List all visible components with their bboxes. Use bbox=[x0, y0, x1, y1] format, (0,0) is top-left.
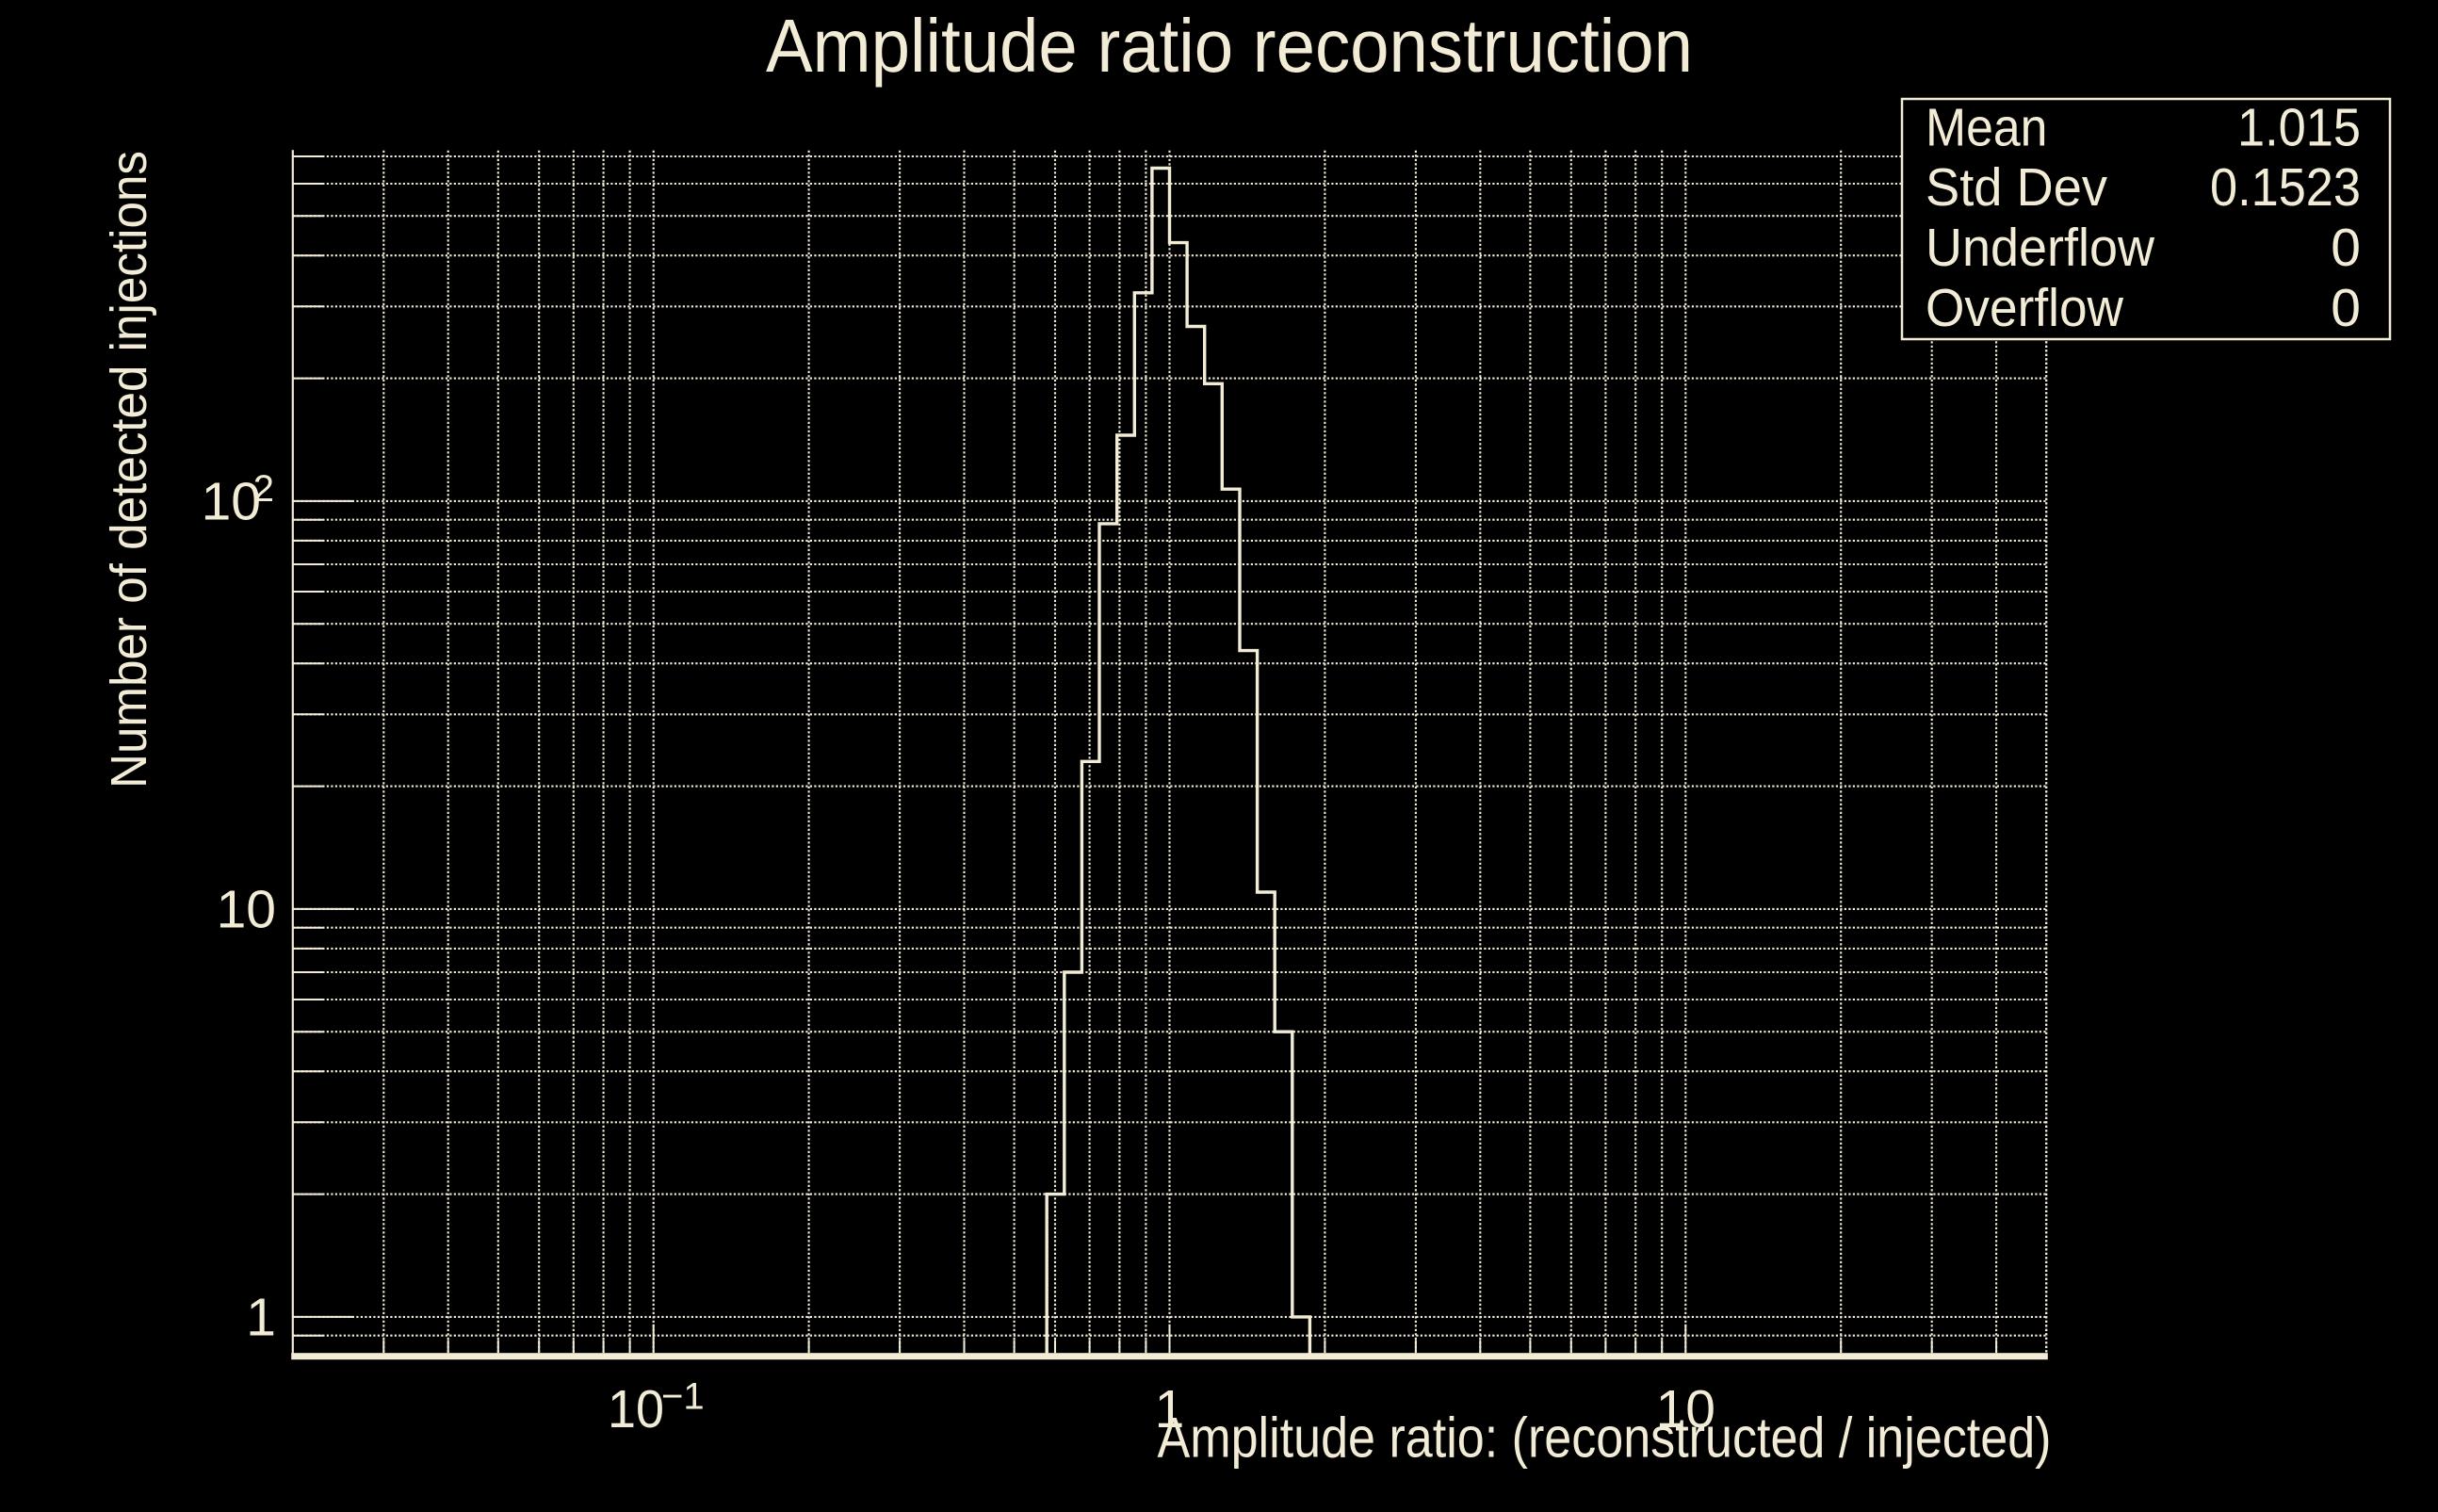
svg-text:−1: −1 bbox=[661, 1376, 705, 1418]
svg-text:2: 2 bbox=[253, 468, 274, 510]
svg-text:Number of detected injections: Number of detected injections bbox=[101, 151, 157, 789]
svg-text:0: 0 bbox=[2331, 278, 2361, 338]
svg-text:Amplitude ratio: (reconstructe: Amplitude ratio: (reconstructed / inject… bbox=[1158, 1406, 2052, 1470]
svg-text:Std Dev: Std Dev bbox=[1926, 157, 2107, 218]
svg-text:Underflow: Underflow bbox=[1926, 218, 2155, 278]
svg-text:10: 10 bbox=[202, 472, 261, 532]
svg-text:0: 0 bbox=[2331, 218, 2361, 278]
svg-text:Mean: Mean bbox=[1926, 98, 2047, 158]
svg-text:0.1523: 0.1523 bbox=[2210, 157, 2361, 218]
svg-text:10: 10 bbox=[217, 880, 276, 940]
svg-text:1: 1 bbox=[1155, 1379, 1185, 1439]
svg-text:1: 1 bbox=[246, 1288, 276, 1348]
svg-text:1.015: 1.015 bbox=[2237, 98, 2361, 158]
svg-text:Amplitude ratio reconstruction: Amplitude ratio reconstruction bbox=[766, 4, 1693, 88]
svg-text:10: 10 bbox=[608, 1379, 664, 1439]
svg-text:10: 10 bbox=[1656, 1379, 1715, 1439]
svg-text:Overflow: Overflow bbox=[1926, 278, 2124, 338]
